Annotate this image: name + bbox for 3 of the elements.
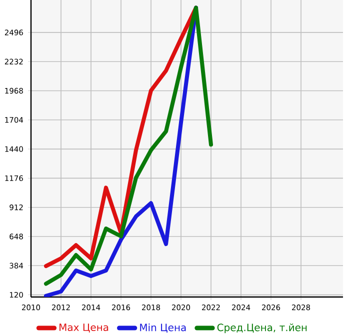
- legend-label: Сред.Цена, т.йен: [217, 323, 307, 334]
- legend-label: Max Цена: [60, 324, 108, 332]
- legend-label: Min Цена: [140, 323, 186, 333]
